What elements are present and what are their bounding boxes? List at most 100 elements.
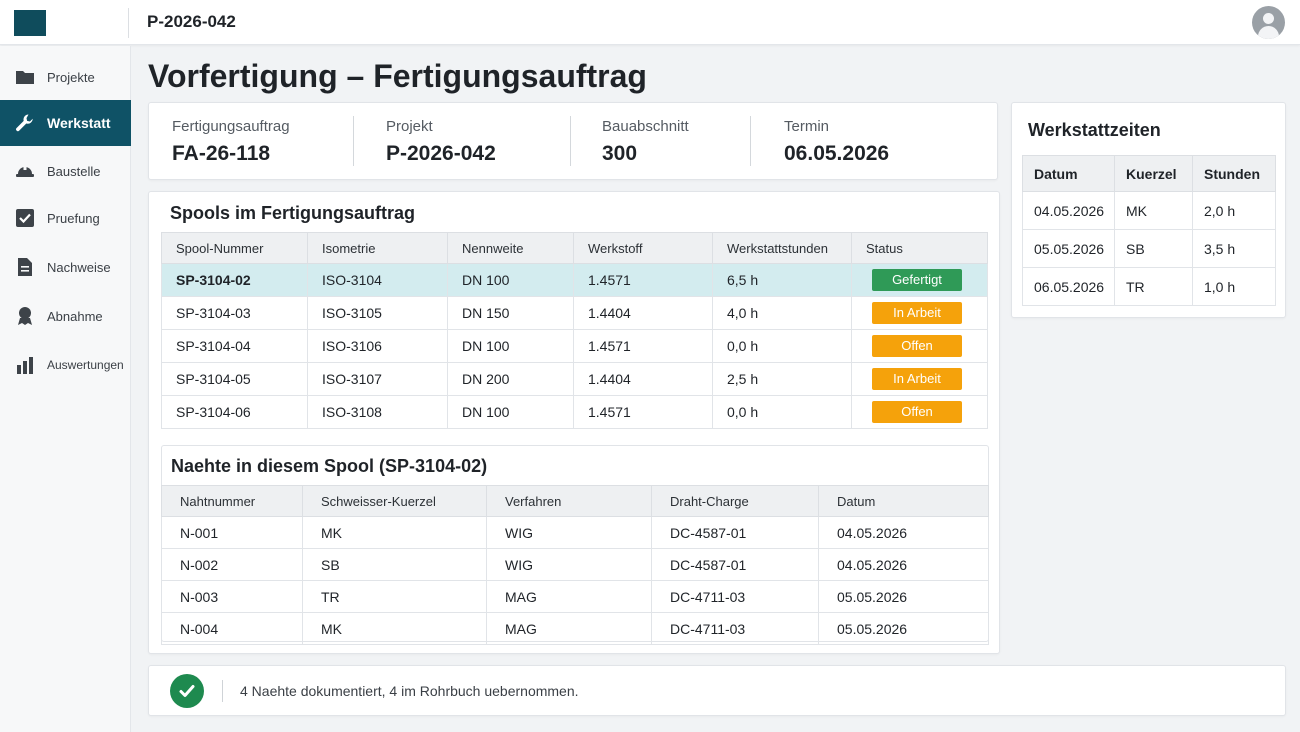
- table-row[interactable]: 06.05.2026 TR 1,0 h: [1022, 267, 1276, 306]
- sidebar-item-abnahme[interactable]: Abnahme: [0, 293, 131, 339]
- divider: [353, 116, 354, 166]
- table-cell: 04.05.2026: [1022, 191, 1115, 230]
- page-title: Vorfertigung – Fertigungsauftrag: [148, 58, 647, 94]
- column-header[interactable]: Datum: [818, 485, 989, 517]
- table-cell: MAG: [486, 580, 652, 613]
- award-icon: [15, 306, 35, 326]
- divider: [570, 116, 571, 166]
- sidebar-item-label: Nachweise: [47, 259, 111, 275]
- table-row[interactable]: SP-3104-04 ISO-3106 DN 100 1.4571 0,0 h …: [161, 329, 988, 363]
- table-cell: MAG: [486, 612, 652, 645]
- wrench-icon: [15, 113, 35, 133]
- column-header[interactable]: Werkstattstunden: [712, 232, 852, 264]
- table-cell: DN 150: [447, 296, 574, 330]
- table-cell: In Arbeit: [851, 362, 988, 396]
- table-cell: DN 100: [447, 263, 574, 297]
- sidebar-item-pruefung[interactable]: Pruefung: [0, 195, 131, 241]
- table-cell: 0,0 h: [712, 395, 852, 429]
- sidebar-item-label: Auswertungen: [47, 358, 124, 372]
- column-header[interactable]: Verfahren: [486, 485, 652, 517]
- column-header[interactable]: Werkstoff: [573, 232, 713, 264]
- table-cell: SP-3104-03: [161, 296, 308, 330]
- table-header-row: Datum Kuerzel Stunden: [1022, 155, 1276, 192]
- spools-table: Spool-Nummer Isometrie Nennweite Werksto…: [161, 232, 988, 429]
- table-cell: DC-4587-01: [651, 548, 819, 581]
- bauabschnitt-value: 300: [602, 142, 638, 165]
- sidebar-item-projekte[interactable]: Projekte: [0, 54, 131, 100]
- table-cell: 1.4404: [573, 296, 713, 330]
- status-badge: In Arbeit: [872, 368, 962, 390]
- divider: [750, 116, 751, 166]
- table-row[interactable]: 05.05.2026 SB 3,5 h: [1022, 229, 1276, 268]
- table-cell: DC-4587-01: [651, 516, 819, 549]
- column-header[interactable]: Nennweite: [447, 232, 574, 264]
- table-cell: ISO-3107: [307, 362, 448, 396]
- table-cell: 6,5 h: [712, 263, 852, 297]
- table-row[interactable]: 04.05.2026 MK 2,0 h: [1022, 191, 1276, 230]
- sidebar-item-werkstatt[interactable]: Werkstatt: [0, 100, 131, 146]
- column-header[interactable]: Schweisser-Kuerzel: [302, 485, 487, 517]
- table-cell: TR: [1114, 267, 1193, 306]
- sidebar-item-nachweise[interactable]: Nachweise: [0, 244, 131, 290]
- folder-icon: [15, 67, 35, 87]
- table-row[interactable]: SP-3104-03 ISO-3105 DN 150 1.4404 4,0 h …: [161, 296, 988, 330]
- table-cell: WIG: [486, 548, 652, 581]
- termin-value: 06.05.2026: [784, 142, 890, 165]
- project-title: P-2026-042: [147, 12, 236, 31]
- table-cell: MK: [1114, 191, 1193, 230]
- divider: [222, 680, 223, 702]
- status-badge: In Arbeit: [872, 302, 962, 324]
- column-header[interactable]: Status: [851, 232, 988, 264]
- table-cell: 05.05.2026: [1022, 229, 1115, 268]
- table-row[interactable]: SP-3104-05 ISO-3107 DN 200 1.4404 2,5 h …: [161, 362, 988, 396]
- table-cell: ISO-3106: [307, 329, 448, 363]
- document-icon: [15, 257, 35, 277]
- table-cell: SP-3104-02: [161, 263, 308, 297]
- table-cell: DN 200: [447, 362, 574, 396]
- column-header[interactable]: Draht-Charge: [651, 485, 819, 517]
- sidebar-item-auswertungen[interactable]: Auswertungen: [0, 342, 131, 388]
- termin-label: Termin: [784, 118, 830, 135]
- table-row[interactable]: N-004 MK MAG DC-4711-03 05.05.2026: [161, 612, 989, 645]
- table-cell: DN 100: [447, 329, 574, 363]
- table-cell: 0,0 h: [712, 329, 852, 363]
- column-header[interactable]: Isometrie: [307, 232, 448, 264]
- table-cell: SP-3104-04: [161, 329, 308, 363]
- bauabschnitt-label: Bauabschnitt: [602, 118, 689, 135]
- table-cell: In Arbeit: [851, 296, 988, 330]
- sidebar-item-baustelle[interactable]: Baustelle: [0, 148, 131, 194]
- table-cell: 2,5 h: [712, 362, 852, 396]
- table-cell: N-004: [161, 612, 303, 645]
- app-logo[interactable]: [14, 10, 46, 36]
- column-header[interactable]: Spool-Nummer: [161, 232, 308, 264]
- projekt-value: P-2026-042: [386, 142, 496, 165]
- table-cell: 1.4404: [573, 362, 713, 396]
- table-cell: 1.4571: [573, 395, 713, 429]
- table-row[interactable]: N-003 TR MAG DC-4711-03 05.05.2026: [161, 580, 989, 613]
- seams-table: Nahtnummer Schweisser-Kuerzel Verfahren …: [161, 485, 989, 645]
- status-bar: 4 Naehte dokumentiert, 4 im Rohrbuch ueb…: [148, 665, 1286, 716]
- table-cell: SP-3104-05: [161, 362, 308, 396]
- column-header[interactable]: Datum: [1022, 155, 1115, 192]
- table-cell: TR: [302, 580, 487, 613]
- table-cell: WIG: [486, 516, 652, 549]
- table-row[interactable]: N-002 SB WIG DC-4587-01 04.05.2026: [161, 548, 989, 581]
- column-header[interactable]: Kuerzel: [1114, 155, 1193, 192]
- status-badge: Offen: [872, 335, 962, 357]
- table-row[interactable]: N-001 MK WIG DC-4587-01 04.05.2026: [161, 516, 989, 549]
- status-message: 4 Naehte dokumentiert, 4 im Rohrbuch ueb…: [240, 683, 579, 699]
- seams-title: Naehte in diesem Spool (SP-3104-02): [171, 456, 488, 476]
- column-header[interactable]: Nahtnummer: [161, 485, 303, 517]
- column-header[interactable]: Stunden: [1192, 155, 1276, 192]
- workshop-times-table: Datum Kuerzel Stunden 04.05.2026 MK 2,0 …: [1022, 155, 1276, 306]
- workshop-times-title: Werkstattzeiten: [1028, 120, 1161, 140]
- hardhat-icon: [15, 161, 35, 181]
- user-avatar-icon[interactable]: [1252, 6, 1285, 39]
- table-row-selected[interactable]: SP-3104-02 ISO-3104 DN 100 1.4571 6,5 h …: [161, 263, 988, 297]
- table-cell: SB: [1114, 229, 1193, 268]
- table-cell: 4,0 h: [712, 296, 852, 330]
- check-circle-icon: [170, 674, 204, 708]
- table-cell: 06.05.2026: [1022, 267, 1115, 306]
- table-cell: N-003: [161, 580, 303, 613]
- table-row[interactable]: SP-3104-06 ISO-3108 DN 100 1.4571 0,0 h …: [161, 395, 988, 429]
